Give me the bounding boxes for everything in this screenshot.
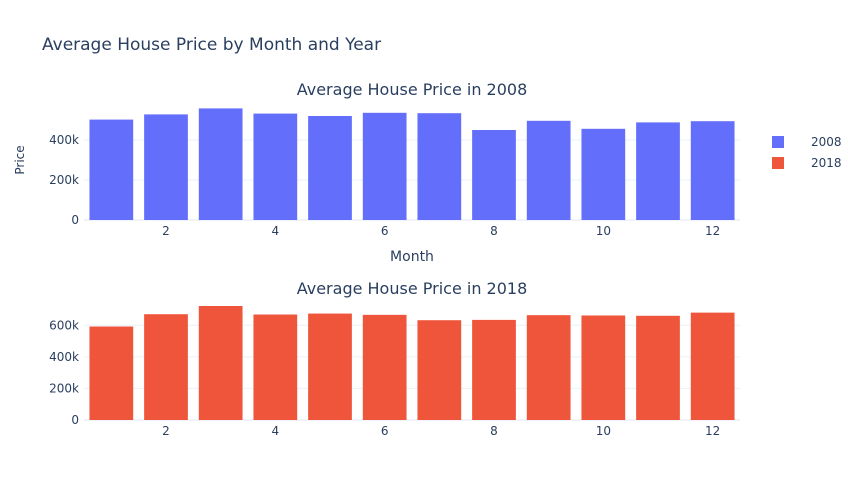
- x-tick-label-2018-4: 10: [596, 424, 611, 438]
- bar-2008-month-6[interactable]: [362, 112, 407, 220]
- bar-2008-month-10[interactable]: [581, 128, 626, 220]
- bar-2008-month-4[interactable]: [253, 113, 298, 220]
- x-tick-label-2008-3: 8: [490, 224, 498, 238]
- bar-2018-month-5[interactable]: [308, 313, 352, 420]
- y-tick-label-2008-0: 0: [71, 213, 79, 227]
- y-tick-label-2008-1: 200k: [49, 173, 79, 187]
- bar-2008-month-7[interactable]: [417, 113, 462, 220]
- y-tick-label-2018-2: 400k: [49, 350, 79, 364]
- x-tick-label-2018-3: 8: [490, 424, 498, 438]
- bar-2018-month-7[interactable]: [417, 320, 462, 420]
- panel-2008-y-ticks: 0 200k 400k: [49, 133, 79, 227]
- bar-2018-month-10[interactable]: [581, 315, 626, 420]
- x-tick-label-2008-4: 10: [596, 224, 611, 238]
- bar-2018-month-2[interactable]: [144, 314, 188, 420]
- x-tick-label-2008-5: 12: [705, 224, 720, 238]
- legend-swatch-2018: [772, 157, 784, 169]
- bar-2008-month-3[interactable]: [198, 108, 243, 220]
- panel-2008-title: Average House Price in 2008: [297, 80, 528, 99]
- bar-2018-month-11[interactable]: [636, 315, 680, 420]
- bar-2018-month-6[interactable]: [362, 314, 407, 420]
- bar-2018-month-1[interactable]: [89, 326, 134, 420]
- legend-label-2008: 2008: [811, 135, 842, 149]
- x-tick-label-2018-0: 2: [162, 424, 170, 438]
- y-tick-label-2008-2: 400k: [49, 133, 79, 147]
- panel-2018-gridlines: [84, 324, 740, 421]
- x-tick-label-2008-1: 4: [272, 224, 280, 238]
- panel-2008: Average House Price in 2008 0 200k 400k 2 4…: [13, 80, 740, 265]
- panel-2008-x-axis-label: Month: [390, 249, 434, 265]
- x-tick-label-2008-2: 6: [381, 224, 389, 238]
- bar-2018-month-4[interactable]: [253, 314, 298, 420]
- legend-label-2018: 2018: [811, 156, 842, 170]
- bar-2008-month-2[interactable]: [144, 114, 188, 220]
- panel-2018-bars: [89, 306, 735, 420]
- panel-2008-x-ticks: 2 4 6 8 10 12: [162, 224, 720, 238]
- panel-2008-gridlines: [84, 139, 740, 221]
- bar-2018-month-9[interactable]: [526, 315, 571, 420]
- bar-2018-month-12[interactable]: [690, 312, 735, 420]
- legend: 2008 2018: [772, 135, 842, 170]
- panel-2018-y-ticks: 0 200k 400k 600k: [49, 318, 79, 427]
- panel-2018-x-ticks: 2 4 6 8 10 12: [162, 424, 720, 438]
- bar-2008-month-12[interactable]: [690, 121, 735, 220]
- bar-2008-month-8[interactable]: [472, 130, 516, 220]
- panel-2008-y-axis-label: Price: [13, 145, 27, 174]
- bar-2018-month-8[interactable]: [472, 319, 516, 420]
- y-tick-label-2018-0: 0: [71, 413, 79, 427]
- panel-2018-title: Average House Price in 2018: [297, 279, 528, 298]
- legend-swatch-2008: [772, 136, 784, 148]
- bar-2008-month-9[interactable]: [526, 120, 571, 220]
- bar-2018-month-3[interactable]: [198, 306, 243, 420]
- legend-item-2018[interactable]: 2018: [772, 156, 842, 170]
- panel-2018: Average House Price in 2018 0 200k 400k 600…: [49, 279, 740, 438]
- panel-2008-bars: [89, 108, 735, 220]
- bar-2008-month-11[interactable]: [636, 122, 680, 220]
- x-tick-label-2008-0: 2: [162, 224, 170, 238]
- x-tick-label-2018-1: 4: [272, 424, 280, 438]
- y-tick-label-2018-1: 200k: [49, 381, 79, 395]
- y-tick-label-2018-3: 600k: [49, 318, 79, 332]
- bar-2008-month-1[interactable]: [89, 119, 134, 220]
- x-tick-label-2018-2: 6: [381, 424, 389, 438]
- x-tick-label-2018-5: 12: [705, 424, 720, 438]
- bar-2008-month-5[interactable]: [308, 116, 352, 220]
- figure-title: Average House Price by Month and Year: [42, 35, 381, 55]
- legend-item-2008[interactable]: 2008: [772, 135, 842, 149]
